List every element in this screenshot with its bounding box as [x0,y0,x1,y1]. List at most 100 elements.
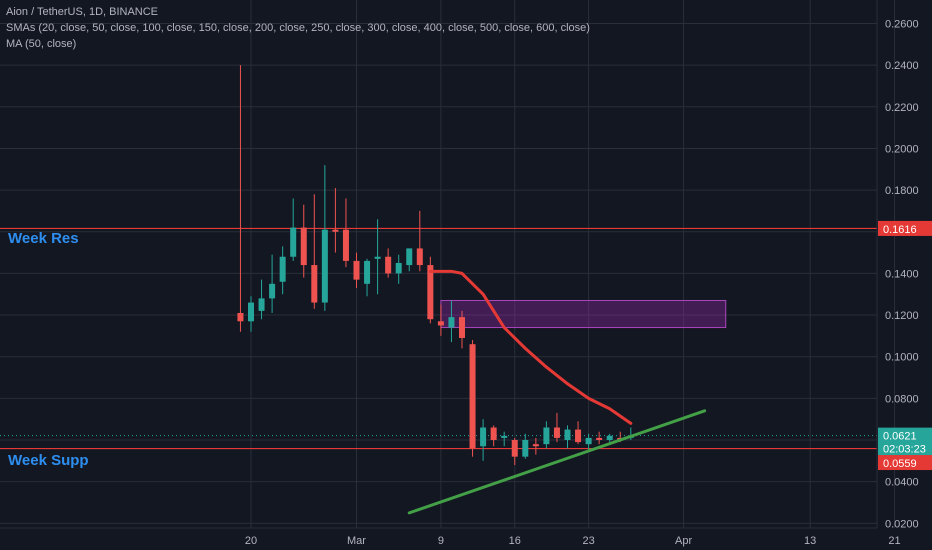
candle [364,258,371,297]
candle [543,421,550,449]
candle [585,433,592,451]
candle [448,300,455,343]
chart-legend: Aion / TetherUS, 1D, BINANCE SMAs (20, c… [6,4,590,52]
candle-body [300,227,307,266]
candle-body [532,444,539,447]
candle-body [553,427,560,438]
candle [459,310,465,349]
candle-body [258,298,265,311]
candle [522,433,529,459]
candle [501,431,508,447]
candle-body [332,229,339,232]
candle [553,412,560,443]
y-tick-label: 0.0800 [885,393,919,405]
candle [269,254,276,313]
supp-level-tag-text: 0.0559 [883,458,917,470]
candle-body [511,440,518,457]
res-level-tag: 0.1616 [878,220,932,236]
current-price-tag-bg [878,427,932,456]
candle [575,421,582,445]
current-price-tag-text: 02:03:23 [883,444,926,456]
current-price-tag-text: 0.0621 [883,431,917,443]
candle [248,296,254,332]
candle [374,219,381,295]
x-tick-label: 16 [509,535,521,547]
candle-body [437,321,444,326]
supp-level-tag-bg [878,455,932,471]
candle-body [585,437,592,445]
res-level-tag-text: 0.1616 [883,224,917,236]
res-level-tag-bg [878,220,932,236]
ma-legend[interactable]: MA (50, close) [6,38,77,50]
candle [564,425,571,449]
smas-legend[interactable]: SMAs (20, close, 50, close, 100, close, … [6,22,590,34]
x-tick-label: 21 [888,535,900,547]
candle-body [290,227,297,257]
candle [427,256,434,324]
candle-body [374,256,381,259]
candle [469,340,476,457]
supply-zone-box[interactable] [440,299,727,329]
y-tick-label: 0.2400 [885,60,919,72]
trend-line[interactable] [407,409,707,515]
candle-body [427,265,434,320]
candle [490,425,497,447]
candle-body [606,435,613,440]
y-tick-label: 0.1800 [885,185,919,197]
candle [353,252,360,288]
candle-body [416,248,423,266]
candle [237,65,244,332]
zone-rect[interactable] [440,299,727,329]
candle-body [321,229,328,303]
candle [480,419,487,461]
candle-body [501,435,508,438]
candle [321,165,328,311]
candle [532,437,539,455]
horizontal-levels[interactable] [0,227,877,450]
candle-body [342,229,349,261]
candle-series [237,65,634,465]
candle-body [311,265,318,303]
candle [290,198,297,261]
candle [258,279,265,320]
candle [416,210,423,272]
candle [606,433,613,443]
candle [332,188,339,253]
candle-body [448,317,455,328]
y-tick-label: 0.0200 [885,518,919,530]
x-tick-label: 23 [582,535,594,547]
candle-body [575,429,582,443]
candle-body [279,256,286,282]
candle-body [395,262,402,274]
symbol-legend[interactable]: Aion / TetherUS, 1D, BINANCE [6,6,159,18]
y-tick-label: 0.2600 [885,19,919,31]
candle [385,248,392,278]
candle [395,254,402,284]
candle-body [269,283,276,299]
candle-body [564,429,571,440]
candle-body [522,440,529,457]
y-tick-label: 0.1200 [885,310,919,322]
support-trend-line[interactable] [407,409,707,515]
candle-body [480,427,487,447]
candle [279,246,286,295]
y-tick-label: 0.2200 [885,102,919,114]
candle-body [237,312,244,322]
price-axis[interactable]: 0.02000.04000.06000.08000.10000.12000.14… [885,19,919,531]
candle [311,194,318,309]
y-tick-label: 0.1000 [885,352,919,364]
candle [406,248,413,272]
x-tick-label: 9 [438,535,444,547]
candle-body [385,256,392,274]
y-tick-label: 0.0400 [885,477,919,489]
candle-body [364,260,371,284]
y-tick-label: 0.1400 [885,268,919,280]
candle-body [353,260,360,280]
candle [437,304,444,336]
candle [300,204,307,278]
week-supp-label: Week Supp [8,452,89,469]
time-axis[interactable]: 20 Mar 9 16 23 Apr 13 21 [245,535,901,547]
